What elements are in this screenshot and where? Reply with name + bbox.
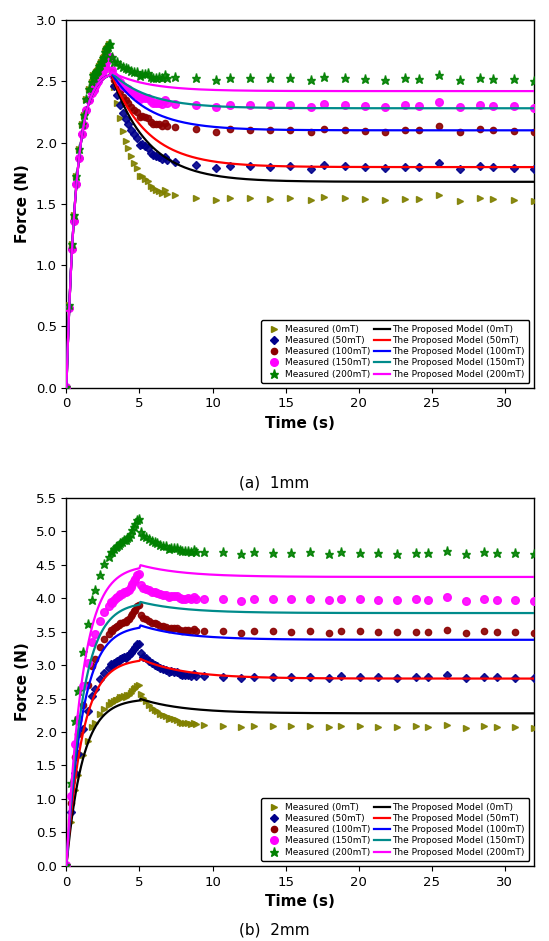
Legend: Measured (0mT), Measured (50mT), Measured (100mT), Measured (150mT), Measured (2: Measured (0mT), Measured (50mT), Measure…: [261, 320, 529, 383]
Text: (b)  2mm: (b) 2mm: [239, 922, 310, 937]
Text: (a)  1mm: (a) 1mm: [239, 475, 310, 490]
Y-axis label: Force (N): Force (N): [15, 165, 30, 243]
X-axis label: Time (s): Time (s): [265, 416, 335, 431]
Y-axis label: Force (N): Force (N): [15, 643, 30, 722]
X-axis label: Time (s): Time (s): [265, 894, 335, 909]
Legend: Measured (0mT), Measured (50mT), Measured (100mT), Measured (150mT), Measured (2: Measured (0mT), Measured (50mT), Measure…: [261, 798, 529, 861]
